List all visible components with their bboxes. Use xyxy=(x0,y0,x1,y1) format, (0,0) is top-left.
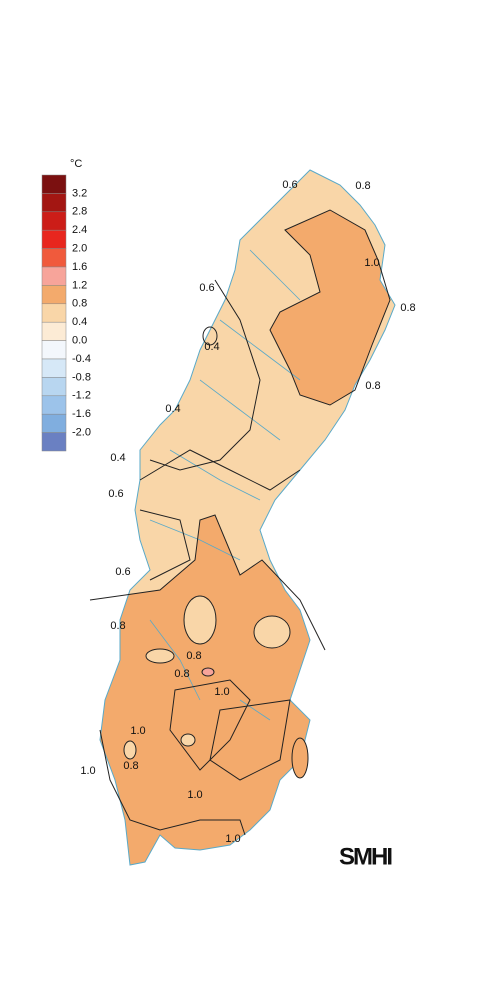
contour-label: 1.0 xyxy=(225,833,240,845)
legend-label: 2.8 xyxy=(72,206,87,218)
legend-label: -0.8 xyxy=(72,371,91,383)
region-pink xyxy=(201,667,215,677)
legend-swatch xyxy=(41,285,67,305)
contour-label: 1.0 xyxy=(187,789,202,801)
legend-swatch xyxy=(41,266,67,286)
contour-label: 0.8 xyxy=(186,650,201,662)
contour-label: 0.4 xyxy=(165,403,180,415)
legend-swatch xyxy=(41,377,67,397)
coastline xyxy=(99,169,396,866)
legend-label: 0.4 xyxy=(72,316,87,328)
legend-label: -1.2 xyxy=(72,390,91,402)
legend-label: 1.6 xyxy=(72,261,87,273)
contour-label: 1.0 xyxy=(214,686,229,698)
region-orange xyxy=(270,210,390,405)
legend-label: 0.0 xyxy=(72,335,87,347)
contour-label: 0.6 xyxy=(115,566,130,578)
contour-label: 0.8 xyxy=(365,380,380,392)
legend-unit: °C xyxy=(70,158,82,170)
contour-label: 0.8 xyxy=(400,302,415,314)
legend-swatch xyxy=(41,395,67,415)
map-fill xyxy=(100,170,395,865)
contour-label: 0.6 xyxy=(282,179,297,191)
contour-label: 1.0 xyxy=(130,725,145,737)
contour-label: 0.8 xyxy=(123,760,138,772)
region-light xyxy=(124,741,136,759)
legend-label: 2.0 xyxy=(72,243,87,255)
legend-label: -2.0 xyxy=(72,427,91,439)
legend-swatch xyxy=(41,211,67,231)
rivers xyxy=(149,249,301,721)
region-light xyxy=(181,734,195,746)
legend-swatch xyxy=(41,413,67,433)
logo: SMHI xyxy=(339,843,392,870)
contour-label: 0.6 xyxy=(199,282,214,294)
legend-label: 0.8 xyxy=(72,298,87,310)
legend-label: -0.4 xyxy=(72,353,91,365)
gotland xyxy=(291,737,309,779)
region-light xyxy=(184,596,216,644)
region-light xyxy=(146,649,174,663)
contour-label: 1.0 xyxy=(80,765,95,777)
legend-swatch xyxy=(41,193,67,213)
contour-label: 0.4 xyxy=(204,341,219,353)
legend-swatch xyxy=(41,321,67,341)
legend-swatch xyxy=(41,340,67,360)
contour-label: 0.8 xyxy=(110,620,125,632)
contour-label: 1.0 xyxy=(364,257,379,269)
legend-swatch xyxy=(41,248,67,268)
legend-label: 2.4 xyxy=(72,224,87,236)
legend-label: -1.6 xyxy=(72,408,91,420)
legend-swatch xyxy=(41,358,67,378)
legend-swatch xyxy=(41,174,67,194)
contour-label: 0.8 xyxy=(174,668,189,680)
legend-swatch xyxy=(41,229,67,249)
region-orange xyxy=(100,515,330,865)
contour-label: 0.6 xyxy=(108,488,123,500)
legend: °C 3.2 2.8 2.4 2.0 1.6 1.2 0.8 0.4 0.0 -0.4 -0.8 -1… xyxy=(41,158,91,452)
legend-label: 1.2 xyxy=(72,279,87,291)
legend-swatch xyxy=(41,303,67,323)
contour-label: 0.8 xyxy=(355,180,370,192)
contour-label: 0.4 xyxy=(110,452,125,464)
legend-swatch xyxy=(41,432,67,452)
legend-label: 3.2 xyxy=(72,187,87,199)
region-light xyxy=(254,616,290,648)
contours xyxy=(89,209,391,836)
